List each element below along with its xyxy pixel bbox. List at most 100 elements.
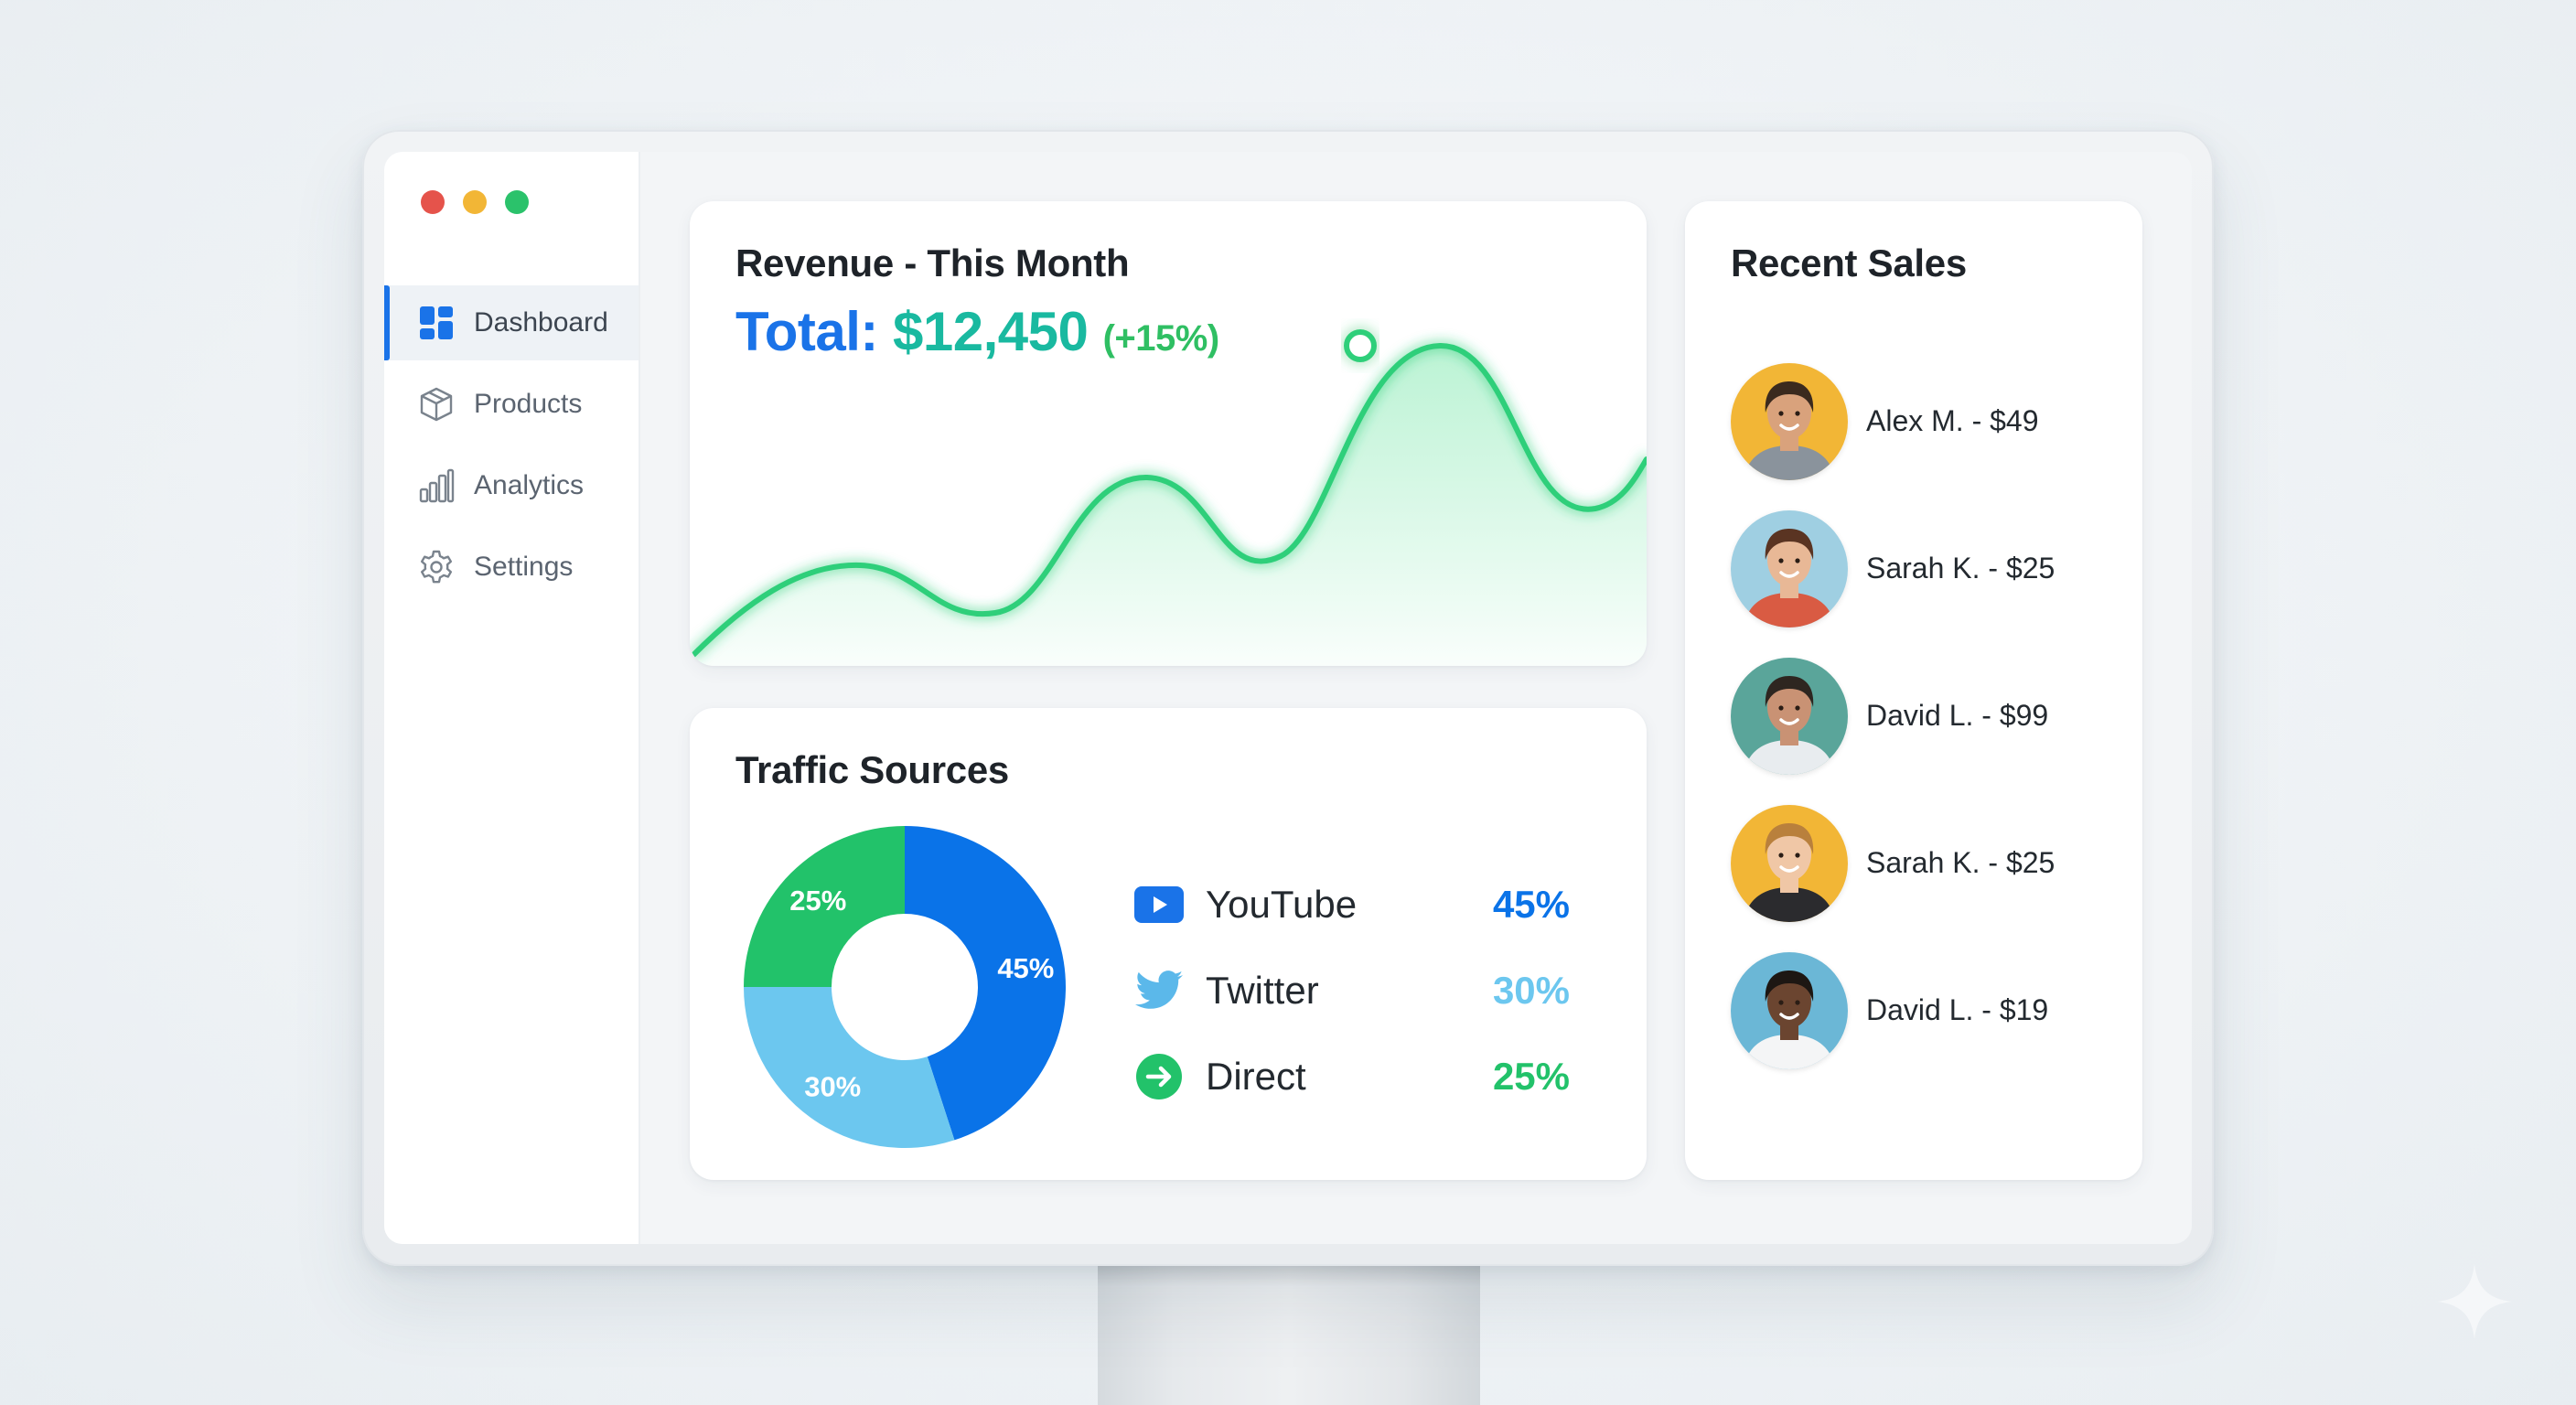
recent-sales-title: Recent Sales — [1731, 241, 1967, 284]
twitter-icon — [1134, 966, 1184, 1015]
revenue-line — [691, 342, 1647, 658]
avatar-face — [1767, 532, 1811, 586]
avatar — [1731, 951, 1848, 1069]
sidebar-item-label: Dashboard — [474, 307, 608, 338]
avatar-smile — [1779, 570, 1799, 578]
legend-percent: 30% — [1492, 969, 1570, 1012]
minimize-window-button[interactable] — [463, 190, 487, 214]
avatar — [1731, 657, 1848, 775]
avatar-shirt — [1744, 445, 1835, 480]
avatar-eye — [1778, 704, 1784, 711]
avatar-eye — [1778, 999, 1784, 1005]
avatar-hair — [1765, 822, 1814, 854]
recent-sales-card: Recent Sales Alex M. - $49 Sarah K. - $2… — [1685, 201, 2142, 1180]
list-item[interactable]: Sarah K. - $25 — [1731, 789, 2124, 937]
legend-row-youtube[interactable]: YouTube 45% — [1134, 862, 1592, 948]
avatar-eye — [1778, 410, 1784, 416]
avatar-face — [1767, 827, 1811, 881]
bar-chart-icon — [417, 467, 456, 505]
avatar-shirt — [1744, 886, 1835, 922]
donut-label-youtube: 45% — [997, 952, 1054, 984]
total-value: $12,450 — [893, 301, 1089, 362]
donut-slice-youtube[interactable] — [905, 826, 1066, 1141]
avatar — [1731, 362, 1848, 480]
revenue-total: Total: $12,450 (+15%) — [735, 300, 1219, 363]
donut-label-direct: 25% — [789, 885, 846, 917]
avatar-eye — [1778, 557, 1784, 563]
traffic-donut-chart: 45% 30% 25% — [744, 826, 1066, 1148]
donut-slice-twitter[interactable] — [744, 987, 955, 1148]
sidebar-item-analytics[interactable]: Analytics — [384, 448, 639, 523]
legend-row-direct[interactable]: Direct 25% — [1134, 1034, 1592, 1120]
avatar-face — [1767, 974, 1811, 1028]
sidebar-item-products[interactable]: Products — [384, 367, 639, 442]
legend-label: Direct — [1206, 1055, 1306, 1098]
avatar-eye — [1795, 410, 1800, 416]
avatar-hair — [1765, 528, 1814, 560]
youtube-icon — [1134, 880, 1184, 929]
avatar-smile — [1779, 423, 1799, 431]
legend-percent: 25% — [1492, 1055, 1570, 1098]
avatar-hair — [1765, 970, 1814, 1002]
list-item[interactable]: Alex M. - $49 — [1731, 348, 2124, 495]
revenue-title: Revenue - This Month — [735, 241, 1130, 284]
sidebar-item-label: Products — [474, 389, 583, 419]
legend-row-twitter[interactable]: Twitter 30% — [1134, 948, 1592, 1034]
direct-arrow-icon — [1134, 1052, 1184, 1101]
avatar — [1731, 509, 1848, 627]
total-label: Total: — [735, 301, 894, 362]
monitor-stand — [1098, 1262, 1480, 1405]
revenue-line-chart — [690, 329, 1647, 666]
avatar-smile — [1779, 864, 1799, 873]
sale-text: Alex M. - $49 — [1866, 404, 2039, 437]
sidebar-nav: Dashboard Products — [384, 285, 639, 611]
revenue-card: Revenue - This Month Total: $12,450 (+15… — [690, 201, 1647, 666]
legend-label: Twitter — [1206, 969, 1319, 1012]
sale-text: David L. - $19 — [1866, 993, 2049, 1026]
donut-label-twitter: 30% — [804, 1070, 861, 1102]
dashboard-icon — [417, 304, 456, 342]
app-window: Dashboard Products — [384, 152, 2192, 1244]
avatar-hair — [1765, 381, 1814, 413]
sidebar-item-label: Settings — [474, 552, 574, 582]
legend-percent: 45% — [1492, 883, 1570, 926]
gear-icon — [417, 548, 456, 586]
list-item[interactable]: Sarah K. - $25 — [1731, 495, 2124, 642]
donut-slice-direct[interactable] — [744, 826, 905, 987]
sale-text: Sarah K. - $25 — [1866, 846, 2055, 879]
avatar-smile — [1779, 1012, 1799, 1020]
avatar-eye — [1795, 999, 1800, 1005]
maximize-window-button[interactable] — [505, 190, 529, 214]
avatar-eye — [1795, 852, 1800, 858]
avatar-shirt — [1744, 592, 1835, 627]
list-item[interactable]: David L. - $19 — [1731, 937, 2124, 1084]
avatar-face — [1767, 385, 1811, 439]
avatar-eye — [1795, 557, 1800, 563]
avatar-shirt — [1744, 1034, 1835, 1069]
sidebar: Dashboard Products — [384, 152, 640, 1244]
avatar-face — [1767, 680, 1811, 734]
sidebar-item-label: Analytics — [474, 470, 585, 500]
list-item[interactable]: David L. - $99 — [1731, 642, 2124, 789]
sale-text: Sarah K. - $25 — [1866, 552, 2055, 585]
sidebar-item-settings[interactable]: Settings — [384, 530, 639, 605]
avatar-eye — [1778, 852, 1784, 858]
recent-sales-list: Alex M. - $49 Sarah K. - $25 David L. - … — [1731, 348, 2124, 1084]
box-icon — [417, 385, 456, 424]
avatar-smile — [1779, 717, 1799, 725]
avatar-shirt — [1744, 739, 1835, 775]
traffic-sources-card: Traffic Sources 45% 30% 25% YouTube 45% — [690, 708, 1647, 1180]
revenue-peak-marker[interactable] — [1344, 329, 1377, 362]
avatar-hair — [1765, 675, 1814, 707]
sale-text: David L. - $99 — [1866, 699, 2049, 732]
monitor-stand-shadow — [1098, 1262, 1480, 1286]
sparkle-icon — [2437, 1264, 2512, 1339]
revenue-area — [690, 345, 1647, 666]
legend-label: YouTube — [1206, 883, 1358, 926]
sidebar-item-dashboard[interactable]: Dashboard — [384, 285, 639, 360]
traffic-legend: YouTube 45% Twitter 30% — [1134, 862, 1592, 1120]
close-window-button[interactable] — [421, 190, 445, 214]
window-controls — [421, 190, 529, 214]
avatar — [1731, 804, 1848, 922]
total-change: (+15%) — [1102, 318, 1220, 359]
